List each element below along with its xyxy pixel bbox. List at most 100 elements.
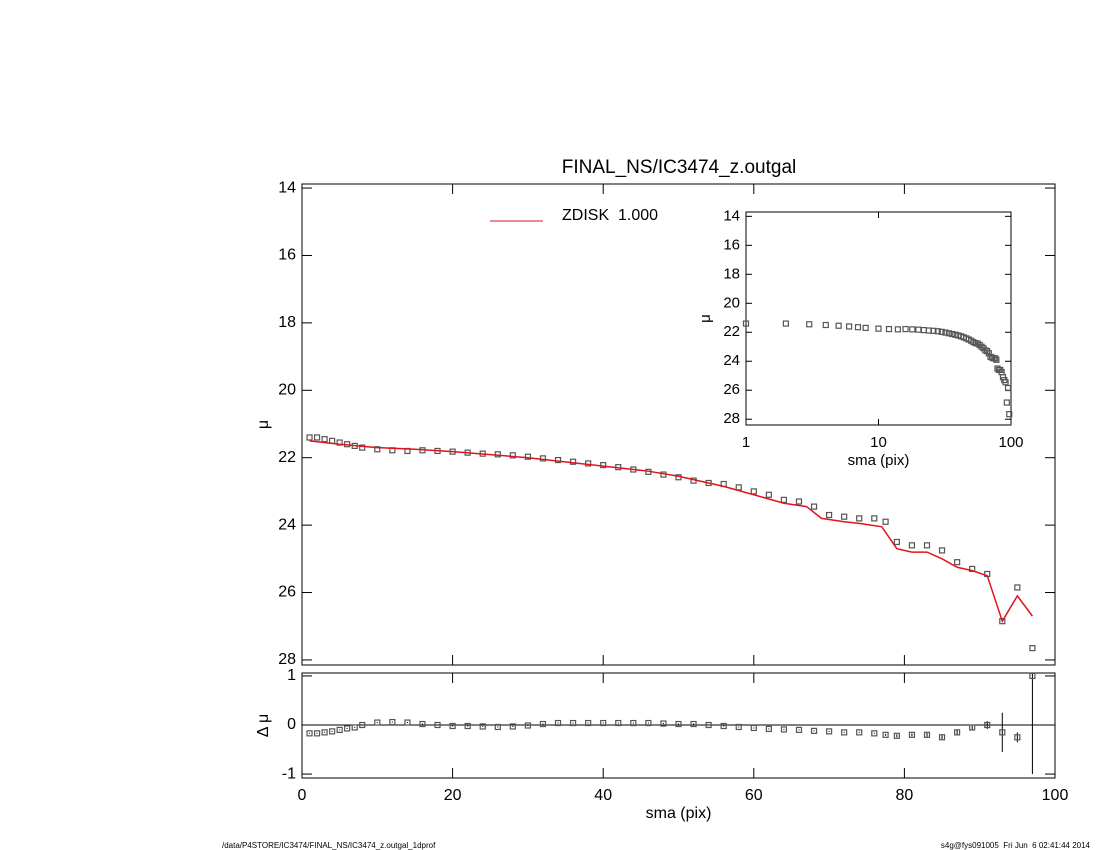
data-point [856,729,863,736]
data-point [600,719,607,727]
data-point [359,444,366,451]
data-point [449,722,456,730]
data-point [750,724,757,732]
data-point [1004,384,1012,392]
x-tick-label: 20 [444,787,462,804]
y-tick-label: 20 [278,382,296,399]
data-point [374,446,381,453]
data-point [856,515,863,522]
data-point [841,729,848,736]
data-point [846,323,853,330]
x-tick-label: 40 [594,787,612,804]
data-point [660,720,667,727]
y-tick-label: 20 [723,294,740,311]
data-point [524,453,532,460]
data-point [938,734,946,741]
y-tick-label: 18 [723,265,740,282]
data-point [509,723,516,730]
data-point [882,518,889,525]
data-point [306,434,313,441]
data-point [1003,399,1010,406]
data-point [615,719,622,727]
data-point [882,731,889,738]
data-point [434,721,441,729]
data-point [321,729,328,736]
x-tick-label: 1 [742,434,750,451]
data-point [313,434,321,441]
data-point [795,498,803,505]
y-tick-label: 24 [278,516,296,533]
data-point [822,321,829,329]
data-point [705,721,712,729]
data-point [1002,379,1009,386]
data-point [806,321,813,328]
y-tick-label: 14 [723,207,740,224]
y-tick-label: 0 [287,716,296,733]
y-axis-label: μ [697,314,714,323]
data-point [479,723,486,730]
plot-frame [745,211,1012,426]
data-point [419,720,426,728]
data-point [945,330,953,337]
data-point [938,547,946,554]
data-point [780,496,788,503]
data-point [720,722,727,730]
data-point [969,724,976,731]
data-point [742,320,750,327]
data-point [750,488,757,495]
data-point [862,324,869,332]
data-point [893,538,900,546]
data-point [336,726,343,734]
data-point [893,732,900,739]
data-point [1006,411,1013,418]
data-point [938,328,945,335]
data-point [404,719,411,726]
data-point [915,326,922,333]
data-point [985,350,992,357]
y-tick-label: 26 [278,584,296,601]
data-point [524,722,532,729]
y-tick-label: 1 [287,667,296,684]
data-point [825,728,833,735]
data-point [902,325,909,333]
data-point [645,719,652,727]
data-point [949,330,956,338]
data-point [351,724,358,731]
y-tick-label: 22 [278,449,296,466]
data-point [359,721,366,729]
data-point [923,731,931,738]
y-tick-label: 24 [723,352,740,369]
data-point [735,484,742,491]
data-point [810,727,818,734]
data-point [630,719,637,727]
data-point [1014,584,1021,591]
x-tick-label: 80 [896,787,914,804]
data-point [894,326,901,333]
data-point [389,718,396,726]
y-tick-label: 18 [278,314,296,331]
data-point [908,731,916,738]
data-point [999,729,1006,736]
data-point [942,329,949,336]
data-point [1029,672,1036,680]
data-point [934,328,941,335]
data-point [992,355,999,362]
x-axis-label: sma (pix) [848,452,910,469]
data-point [871,730,878,737]
data-point [909,326,916,333]
y-tick-label: 16 [723,236,740,253]
legend-label: ZDISK 1.000 [562,207,658,224]
data-point [1029,645,1036,652]
data-point [344,725,351,732]
data-point [306,730,313,737]
data-point [585,719,592,727]
data-point [841,513,848,520]
data-point [313,730,321,737]
chart-title: FINAL_NS/IC3474_z.outgal [562,157,796,178]
y-axis-label: μ [255,420,272,429]
data-point [735,723,742,731]
data-point [871,515,878,522]
data-point [494,723,501,731]
y-tick-label: 22 [723,323,740,340]
data-point [810,503,818,510]
